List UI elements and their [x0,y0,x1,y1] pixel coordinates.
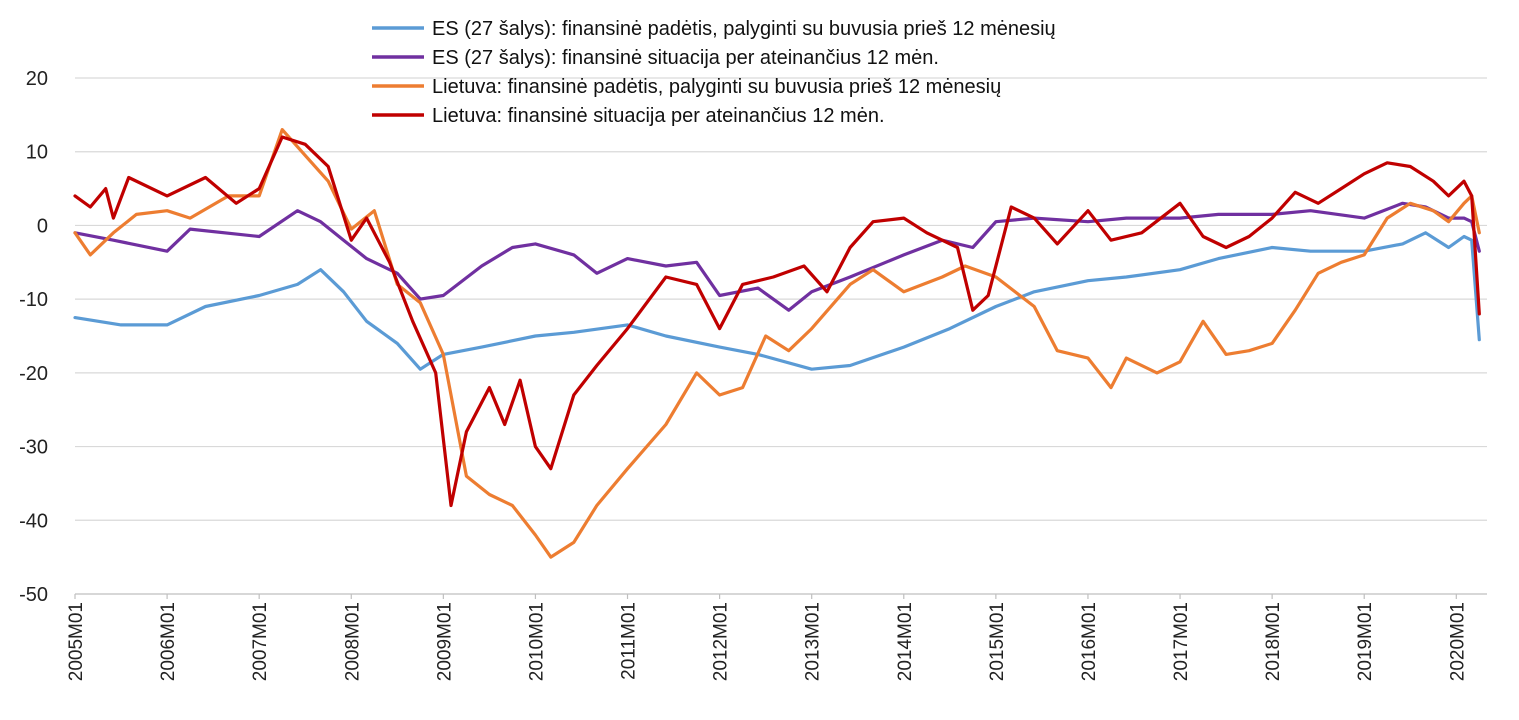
x-tick-label: 2012M01 [711,602,732,681]
y-tick-label: 10 [26,142,48,164]
gridlines [75,77,1487,595]
legend-label-1: ES (27 šalys): finansinė padėtis, palygi… [432,18,1056,40]
series-line-4 [73,135,1481,508]
series-line-1 [73,231,1481,371]
x-axis-tick-labels: 2005M01 2006M01 2007M01 2008M01 2009M01 2010M… [66,594,1468,681]
y-tick-label: 0 [37,215,48,237]
x-tick-label: 2005M01 [66,602,87,681]
x-tick-label: 2013M01 [803,602,824,681]
x-tick-label: 2019M01 [1355,602,1376,681]
x-tick-label: 2017M01 [1171,602,1192,681]
y-tick-label: -50 [19,584,48,606]
x-tick-label: 2015M01 [987,602,1008,681]
series-lines [73,128,1481,559]
y-tick-label: -30 [19,437,48,459]
x-tick-label: 2010M01 [526,602,547,681]
legend: ES (27 šalys): finansinė padėtis, palygi… [372,18,1056,127]
x-tick-label: 2018M01 [1263,602,1284,681]
y-axis-tick-labels: 20 10 0 -10 -20 -30 -40 -50 [19,68,48,606]
x-tick-label: 2011M01 [619,602,640,680]
x-tick-label: 2014M01 [895,602,916,681]
legend-label-4: Lietuva: finansinė situacija per ateinan… [432,105,885,127]
y-tick-label: 20 [26,68,48,90]
x-tick-label: 2020M01 [1447,602,1468,681]
x-tick-label: 2008M01 [342,602,363,681]
x-tick-label: 2007M01 [250,602,271,681]
y-tick-label: -40 [19,510,48,532]
y-tick-label: -10 [19,289,48,311]
y-tick-label: -20 [19,363,48,385]
x-tick-label: 2009M01 [434,602,455,681]
x-tick-label: 2016M01 [1079,602,1100,681]
legend-label-2: ES (27 šalys): finansinė situacija per a… [432,47,939,69]
legend-label-3: Lietuva: finansinė padėtis, palyginti su… [432,76,1001,98]
series-line-3 [73,128,1481,559]
series-line-2 [73,201,1481,312]
x-tick-label: 2006M01 [158,602,179,681]
